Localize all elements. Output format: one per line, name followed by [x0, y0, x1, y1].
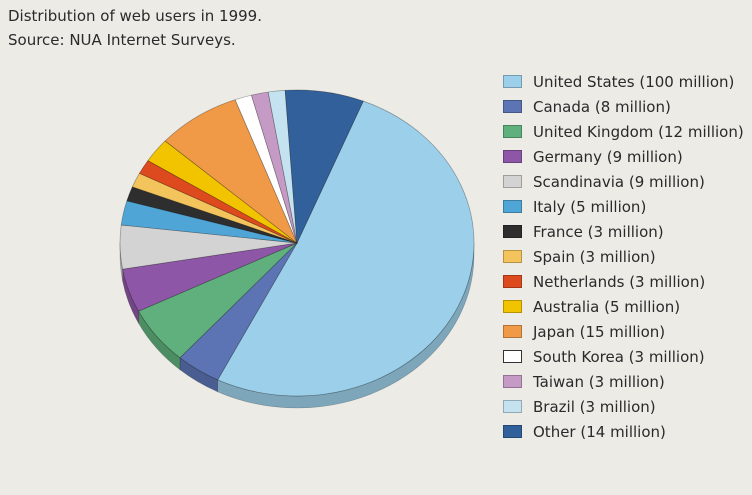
legend-swatch — [503, 150, 522, 163]
legend-label: United States (100 million) — [533, 72, 735, 91]
pie-slice-south-korea — [234, 94, 298, 244]
legend-swatch — [503, 250, 522, 263]
legend-swatch — [503, 125, 522, 138]
chart-title: Distribution of web users in 1999. — [8, 7, 262, 25]
legend-item: Australia (5 million) — [503, 294, 744, 319]
legend-swatch — [503, 225, 522, 238]
legend-label: Brazil (3 million) — [533, 397, 656, 416]
pie-slice-australia — [147, 140, 298, 244]
legend-swatch — [503, 375, 522, 388]
legend-item: United States (100 million) — [503, 69, 744, 94]
legend-item: Netherlands (3 million) — [503, 269, 744, 294]
pie-slice-canada — [179, 242, 298, 381]
legend-swatch — [503, 300, 522, 313]
pie-slice-netherlands — [139, 160, 298, 244]
legend-label: Canada (8 million) — [533, 97, 671, 116]
legend-label: United Kingdom (12 million) — [533, 122, 744, 141]
legend-label: Taiwan (3 million) — [533, 372, 665, 391]
legend-item: Other (14 million) — [503, 419, 744, 444]
legend-label: Germany (9 million) — [533, 147, 683, 166]
pie-slice-united-states — [217, 100, 475, 397]
pie-slice-brazil — [267, 89, 298, 244]
legend-swatch — [503, 350, 522, 363]
legend-label: Spain (3 million) — [533, 247, 656, 266]
legend-label: Japan (15 million) — [533, 322, 666, 341]
pie-slice-japan — [164, 99, 298, 244]
legend-label: South Korea (3 million) — [533, 347, 705, 366]
legend-swatch — [503, 200, 522, 213]
pie-slice-italy — [120, 200, 298, 244]
legend-label: Netherlands (3 million) — [533, 272, 706, 291]
legend-item: Italy (5 million) — [503, 194, 744, 219]
legend-label: France (3 million) — [533, 222, 664, 241]
legend-item: Germany (9 million) — [503, 144, 744, 169]
legend-swatch — [503, 400, 522, 413]
pie-slice-germany — [122, 242, 298, 312]
legend-item: Canada (8 million) — [503, 94, 744, 119]
legend-item: United Kingdom (12 million) — [503, 119, 744, 144]
legend-swatch — [503, 425, 522, 438]
pie-slice-scandinavia — [119, 224, 298, 270]
legend-swatch — [503, 175, 522, 188]
legend-swatch — [503, 100, 522, 113]
legend-swatch — [503, 275, 522, 288]
pie-slice-spain — [132, 173, 298, 244]
legend-swatch — [503, 325, 522, 338]
pie-slice-france — [126, 186, 298, 244]
legend-label: Other (14 million) — [533, 422, 666, 441]
legend-item: Taiwan (3 million) — [503, 369, 744, 394]
legend-label: Scandinavia (9 million) — [533, 172, 705, 191]
pie-slice-other — [284, 89, 364, 244]
chart-source: Source: NUA Internet Surveys. — [8, 31, 236, 49]
chart-legend: United States (100 million) Canada (8 mil… — [503, 69, 744, 444]
chart-caption: Distribution of web users in 1999. Sourc… — [8, 4, 262, 52]
legend-item: Spain (3 million) — [503, 244, 744, 269]
legend-swatch — [503, 75, 522, 88]
legend-item: Scandinavia (9 million) — [503, 169, 744, 194]
legend-item: France (3 million) — [503, 219, 744, 244]
legend-label: Australia (5 million) — [533, 297, 681, 316]
legend-label: Italy (5 million) — [533, 197, 647, 216]
pie-slice-united-kingdom — [138, 242, 298, 359]
legend-item: South Korea (3 million) — [503, 344, 744, 369]
legend-item: Japan (15 million) — [503, 319, 744, 344]
pie-slice-taiwan — [251, 91, 298, 244]
legend-item: Brazil (3 million) — [503, 394, 744, 419]
